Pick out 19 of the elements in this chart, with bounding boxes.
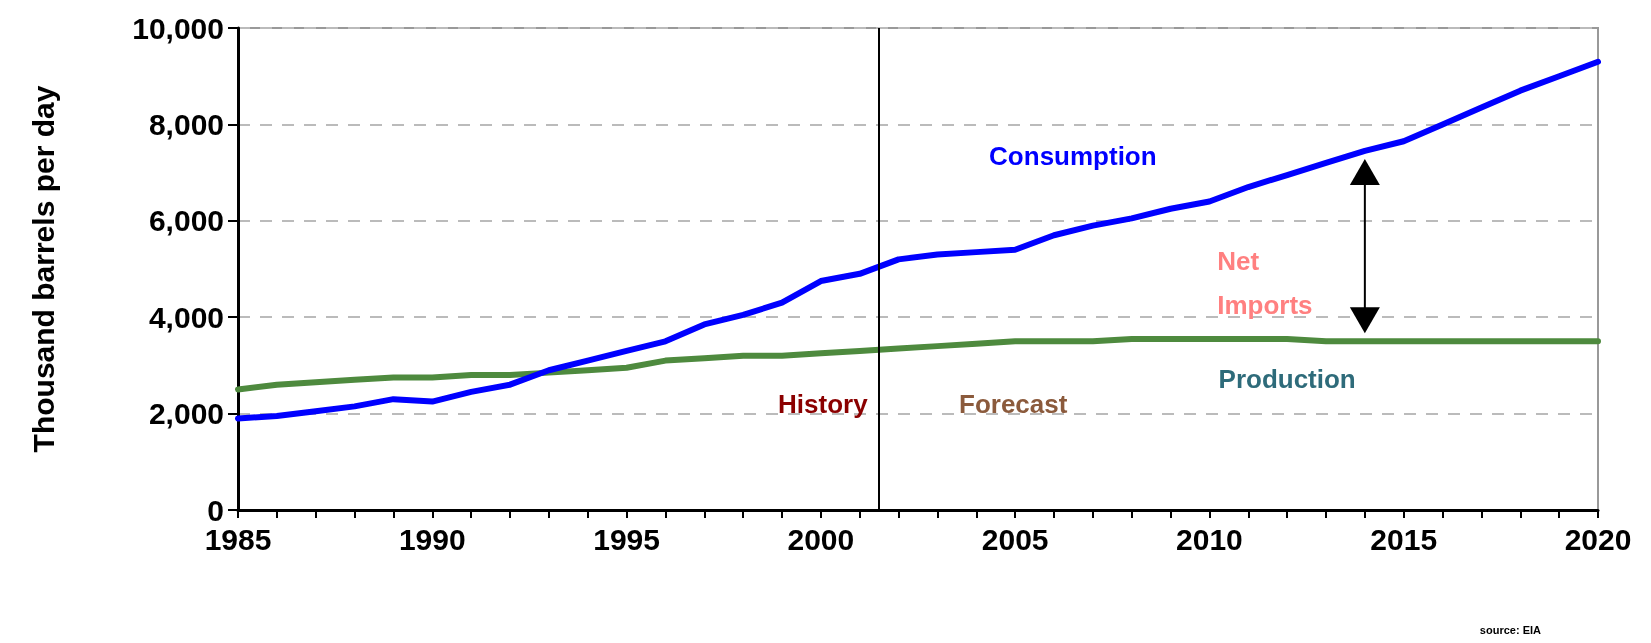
x-tick-label: 2005 [981,522,1049,556]
x-tick-label: 1990 [398,522,466,556]
annotation: Net Imports [1217,246,1313,321]
y-tick-label: 2,000 [148,397,224,431]
annotation: Forecast [959,388,1068,419]
x-tick-label: 2010 [1176,522,1243,556]
y-tick-label: 6,000 [148,204,224,238]
x-tick-label: 2000 [787,522,855,556]
x-tick-label: 1995 [593,522,660,556]
y-tick-label: 4,000 [148,300,224,334]
x-tick-label: 2020 [1564,522,1632,556]
source-note: source: EIA [1479,623,1542,636]
y-axis-title: Thousand barrels per day [26,85,60,453]
y-tick-label: 8,000 [148,107,224,141]
series-label: Production [1218,363,1356,394]
y-tick-label: 10,000 [132,11,224,45]
x-tick-label: 2015 [1370,522,1438,556]
annotation: History [778,388,869,419]
series-label: Consumption [989,140,1157,171]
